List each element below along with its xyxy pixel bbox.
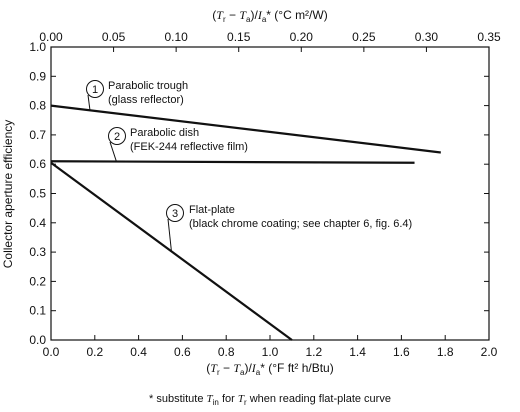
y-tick-label: 0.1 xyxy=(29,304,46,318)
bottom-tick-label: 0.2 xyxy=(86,345,103,359)
y-tick-label: 1.0 xyxy=(29,40,46,54)
y-tick-label: 0.9 xyxy=(29,69,46,83)
bottom-tick-label: 1.8 xyxy=(437,345,454,359)
footnote: * substitute Tin for Tr when reading fla… xyxy=(149,393,391,407)
series-description-2: (FEK-244 reflective film) xyxy=(130,141,248,153)
bottom-tick-label: 0.6 xyxy=(174,345,191,359)
series-marker-number-2: 2 xyxy=(114,131,120,143)
bottom-tick-label: 1.2 xyxy=(305,345,322,359)
y-tick-label: 0.6 xyxy=(29,157,46,171)
y-axis-ticks: 0.0 0.1 0.2 0.3 0.4 0.5 0.6 0.7 0.8 0.9 1.0 xyxy=(29,40,489,347)
series-marker-circle-1 xyxy=(86,80,104,98)
series-marker-number-1: 1 xyxy=(92,84,98,96)
series-leader-2 xyxy=(109,141,117,162)
bottom-axis-ticks: 0.0 0.2 0.4 0.6 0.8 1.0 1.2 1.4 1.6 1.8 2.0 xyxy=(43,335,498,359)
bottom-tick-label: 0.0 xyxy=(43,345,60,359)
bottom-tick-label: 1.6 xyxy=(393,345,410,359)
top-tick-label: 0.20 xyxy=(290,30,314,44)
series-lines: 1 Parabolic trough (glass reflector) 2 Parab… xyxy=(50,80,441,341)
series-description-3: (black chrome coating; see chapter 6, fi… xyxy=(189,218,412,230)
top-tick-label: 0.15 xyxy=(227,30,251,44)
bottom-tick-label: 0.4 xyxy=(130,345,147,359)
top-tick-label: 0.30 xyxy=(415,30,439,44)
top-axis-ticks: 0.00 0.05 0.10 0.15 0.20 0.25 0.30 0.35 xyxy=(39,30,501,52)
bottom-tick-label: 0.8 xyxy=(218,345,235,359)
bottom-tick-label: 1.4 xyxy=(349,345,366,359)
y-tick-label: 0.2 xyxy=(29,274,46,288)
series-marker-circle-2 xyxy=(108,127,126,145)
top-tick-label: 0.10 xyxy=(164,30,188,44)
bottom-tick-label: 2.0 xyxy=(481,345,498,359)
series-name-2: Parabolic dish xyxy=(130,127,199,139)
y-tick-label: 0.5 xyxy=(29,187,46,201)
top-tick-label: 0.05 xyxy=(102,30,126,44)
top-tick-label: 0.25 xyxy=(352,30,376,44)
series-description-1: (glass reflector) xyxy=(108,94,184,106)
top-tick-label: 0.00 xyxy=(39,30,63,44)
series-leader-3 xyxy=(167,218,172,252)
y-tick-label: 0.7 xyxy=(29,128,46,142)
y-tick-label: 0.4 xyxy=(29,216,46,230)
series-line-1 xyxy=(50,104,441,154)
series-line-2 xyxy=(50,160,415,164)
top-tick-label: 0.35 xyxy=(477,30,501,44)
series-name-3: Flat-plate xyxy=(189,204,235,216)
series-leader-1 xyxy=(87,94,91,111)
bottom-tick-label: 1.0 xyxy=(262,345,279,359)
bottom-axis-title: (Tr − Ta)/Ia* (°F ft² h/Btu) xyxy=(206,361,333,377)
plot-frame xyxy=(50,46,490,341)
y-tick-label: 0.3 xyxy=(29,245,46,259)
y-tick-label: 0.0 xyxy=(29,333,46,347)
top-axis-title: (Tr − Ta)/Ia* (°C m²/W) xyxy=(212,8,327,24)
y-tick-label: 0.8 xyxy=(29,99,46,113)
series-marker-number-3: 3 xyxy=(172,208,178,220)
series-name-1: Parabolic trough xyxy=(108,80,188,92)
y-axis-title: Collector aperture efficiency xyxy=(1,120,15,269)
series-marker-circle-3 xyxy=(166,204,184,222)
